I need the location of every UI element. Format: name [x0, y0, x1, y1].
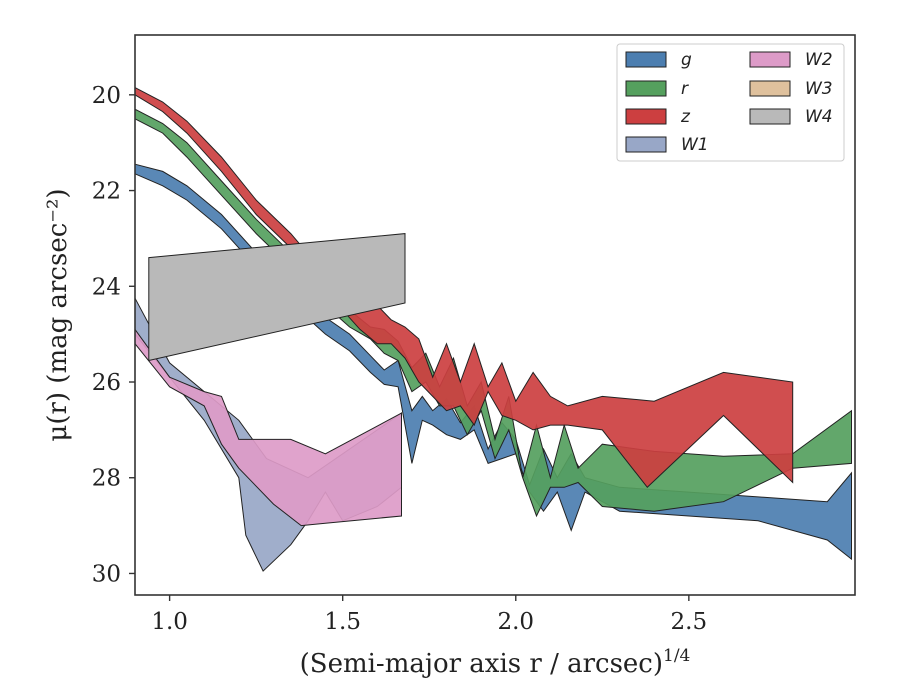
y-tick-label: 22 [92, 179, 121, 205]
x-axis-label: (Semi-major axis r / arcsec)1/4 [300, 646, 691, 679]
chart-series-areas [134, 86, 852, 572]
legend-label-w3: W3 [805, 79, 833, 99]
legend-label-g: g [681, 50, 692, 70]
legend-label-w2: W2 [805, 50, 833, 70]
legend-swatch-w3 [749, 80, 791, 97]
legend-swatch-z [625, 108, 667, 125]
y-tick-label: 28 [92, 466, 121, 492]
x-tick-label: 1.5 [324, 609, 361, 635]
legend-swatch-r [625, 80, 667, 97]
legend-swatch-w1 [625, 136, 667, 153]
legend: grz W1 W2 W3 W4 [616, 43, 845, 162]
x-tick-label: 1.0 [151, 609, 188, 635]
y-tick-label: 26 [92, 370, 121, 396]
legend-label-w1: W1 [681, 135, 709, 155]
axis-ticks: 1.0 1.5 2.0 2.5 20 22 24 26 28 30 [92, 83, 707, 635]
y-tick-label: 30 [92, 561, 121, 587]
legend-label-z: z [680, 107, 691, 127]
legend-swatch-w4 [749, 108, 791, 125]
legend-swatch-w2 [749, 51, 791, 68]
legend-label-r: r [681, 79, 689, 99]
y-tick-label: 20 [92, 83, 121, 109]
legend-label-w4: W4 [805, 107, 833, 127]
x-tick-label: 2.0 [497, 609, 534, 635]
legend-swatch-g [625, 51, 667, 68]
legend-box [616, 43, 845, 162]
x-tick-label: 2.5 [671, 609, 708, 635]
y-axis-label: μ(r) (mag arcsec⁻²) [43, 188, 73, 441]
series-area-w4 [148, 233, 406, 362]
y-tick-label: 24 [92, 274, 121, 300]
plot-frame [134, 34, 856, 596]
series-area-w2 [134, 327, 402, 527]
